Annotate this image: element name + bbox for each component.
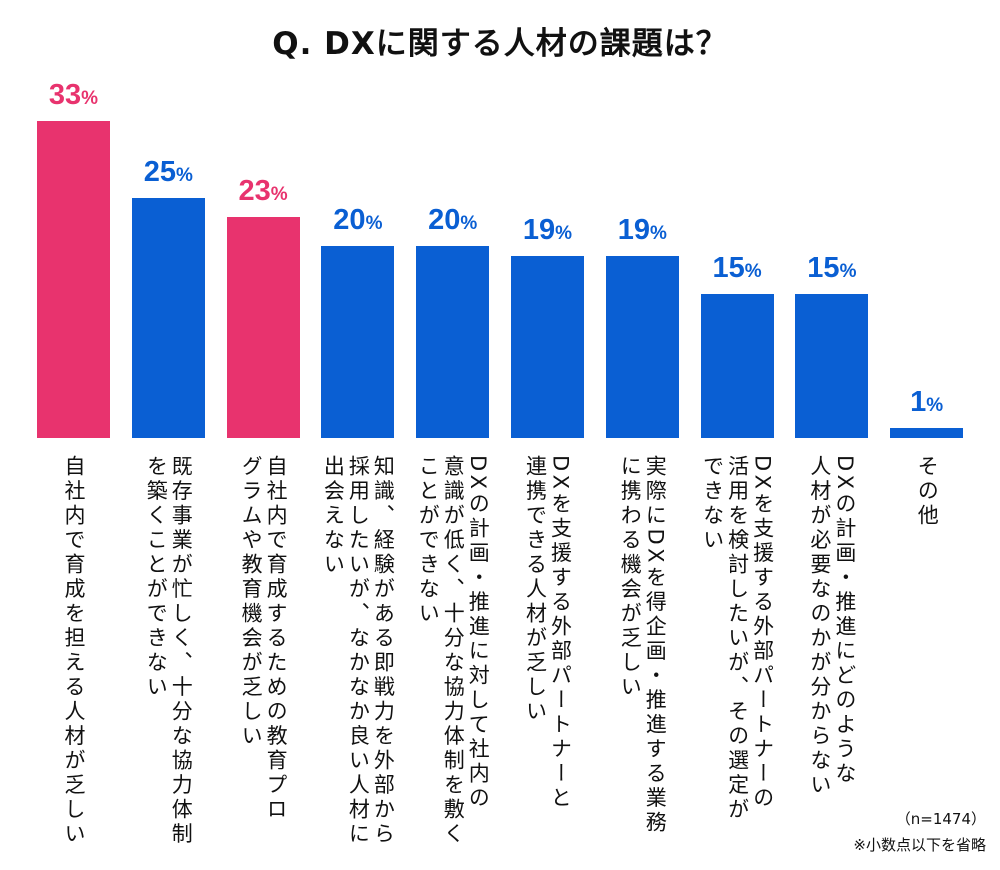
category-label-line: 自社内で育成するための教育プロ: [264, 455, 289, 823]
data-label: 1%: [910, 386, 944, 419]
category-label: DXを支援する外部パートナーと 連携できる人材が乏しい: [523, 455, 573, 811]
bar: [700, 294, 774, 438]
data-label: 19%: [617, 213, 667, 246]
category-label-line: を築くことができない: [144, 455, 169, 700]
category-label-line: 意識が低く、十分な協力体制を敷く: [441, 455, 466, 847]
sample-size-note: （n=1474）: [895, 810, 986, 828]
bar: [131, 198, 205, 438]
category-label-line: ことができない: [416, 455, 441, 627]
category-label: DXを支援する外部パートナーの 活用を検討したいが、その選定が できない: [700, 455, 775, 823]
rounding-note: ※小数点以下を省略: [853, 836, 986, 854]
data-label: 20%: [333, 204, 383, 236]
category-label-line: 連携できる人材が乏しい: [523, 455, 548, 725]
category-label: その他: [914, 455, 939, 529]
category-label-line: 出会えない: [321, 455, 346, 578]
category-label: 既存事業が忙しく、十分な協力体制 を築くことができない: [143, 455, 193, 847]
data-label: 19%: [522, 213, 573, 246]
category-label: 自社内で育成を担える人材が乏しい: [61, 455, 86, 847]
category-label-line: 知識、経験がある即戦力を外部から: [371, 455, 396, 847]
category-label-line: その他: [915, 455, 940, 529]
category-label-line: 自社内で育成を担える人材が乏しい: [62, 455, 86, 847]
category-label-line: 採用したいが、なかなか良い人材に: [346, 455, 371, 847]
category-label-line: DXを支援する外部パートナーと: [548, 455, 573, 812]
category-label-line: DXを支援する外部パートナーの: [750, 455, 775, 812]
category-label-line: に携わる機会が乏しい: [618, 455, 643, 700]
category-label: DXの計画・推進に対して社内の 意識が低く、十分な協力体制を敷く ことができない: [415, 455, 490, 847]
category-label-line: 人材が必要なのかが分からない: [807, 455, 832, 798]
data-label: 25%: [143, 156, 193, 188]
category-label-line: 既存事業が忙しく、十分な協力体制: [169, 455, 194, 847]
bar: [37, 121, 110, 438]
category-label: 知識、経験がある即戦力を外部から 採用したいが、なかなか良い人材に 出会えない: [320, 455, 395, 847]
category-label-line: 活用を検討したいが、その選定が: [725, 455, 750, 823]
chart-title: Q. DXに関する人材の課題は？: [272, 26, 728, 62]
bar: [795, 294, 869, 438]
category-label: 実際にDXを得企画・推進する業務 に携わる機会が乏しい: [617, 455, 667, 836]
data-label: 23%: [238, 175, 288, 208]
bar: [321, 246, 395, 438]
data-label: 15%: [807, 252, 857, 284]
category-label: 自社内で育成するための教育プロ グラムや教育機会が乏しい: [238, 455, 288, 823]
category-label-line: DXの計画・推進に対して社内の: [466, 455, 491, 812]
category-label-line: DXの計画・推進にどのような: [832, 455, 857, 787]
category-label: DXの計画・推進にどのような 人材が必要なのかが分からない: [807, 455, 857, 798]
bar: [226, 217, 300, 438]
data-label: 33%: [48, 79, 99, 112]
data-label: 20%: [428, 204, 478, 236]
bar: [416, 246, 490, 438]
bar: [511, 255, 584, 438]
bar: [605, 255, 679, 438]
category-label-line: グラムや教育機会が乏しい: [239, 455, 264, 749]
category-label-line: できない: [700, 455, 725, 553]
category-label-line: 実際にDXを得企画・推進する業務: [643, 455, 668, 836]
bar: [890, 428, 964, 438]
data-label: 15%: [712, 252, 762, 284]
